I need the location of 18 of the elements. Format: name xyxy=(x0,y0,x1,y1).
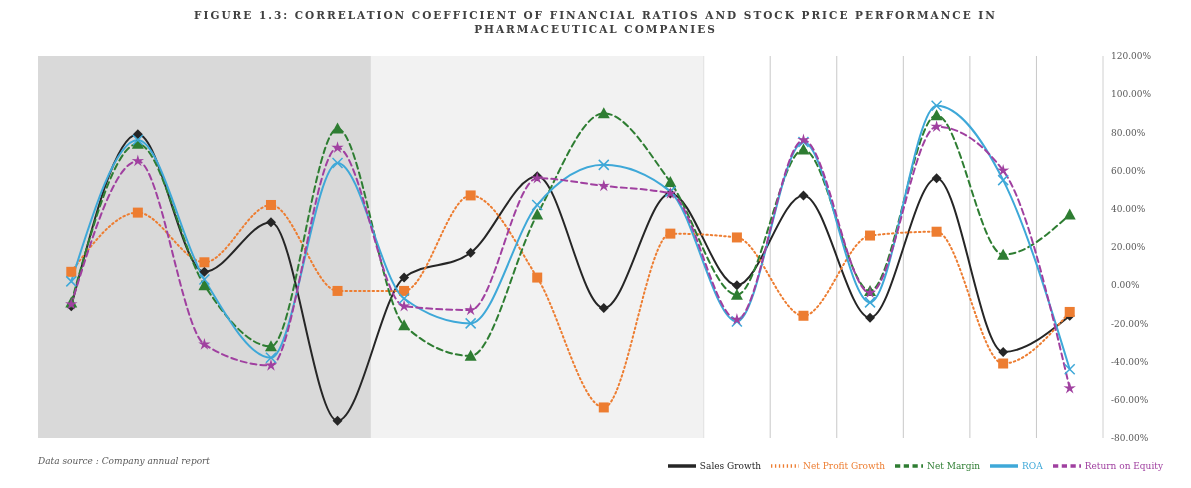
y-tick-label: 120.00% xyxy=(1111,51,1152,62)
y-tick-label: 80.00% xyxy=(1111,127,1146,138)
legend-label: Net Profit Growth xyxy=(803,460,886,471)
y-tick-label: 40.00% xyxy=(1111,204,1146,214)
y-tick-label: 0.00% xyxy=(1111,280,1141,291)
y-tick-label: 20.00% xyxy=(1111,242,1146,253)
legend-label: Net Margin xyxy=(927,460,981,471)
chart-title: FIGURE 1.3: CORRELATION COEFFICIENT OF FINANCIAL RATIOS AND STOCK PRICE PERFORMANCE IN PHARMACEUTICAL COMPANIES xyxy=(193,8,998,37)
y-tick-label: -80.00% xyxy=(1111,433,1149,444)
legend-label: ROA xyxy=(1022,460,1043,471)
y-tick-label: -40.00% xyxy=(1111,356,1149,367)
source-note: Data source : Company annual report xyxy=(38,456,210,466)
y-tick-label: -20.00% xyxy=(1111,318,1149,329)
y-tick-label: -60.00% xyxy=(1111,394,1149,405)
y-tick-label: 60.00% xyxy=(1111,165,1146,176)
y-tick-label: 100.00% xyxy=(1111,89,1152,100)
legend-label: Sales Growth xyxy=(699,460,762,471)
legend-label: Return on Equity xyxy=(1084,460,1163,471)
